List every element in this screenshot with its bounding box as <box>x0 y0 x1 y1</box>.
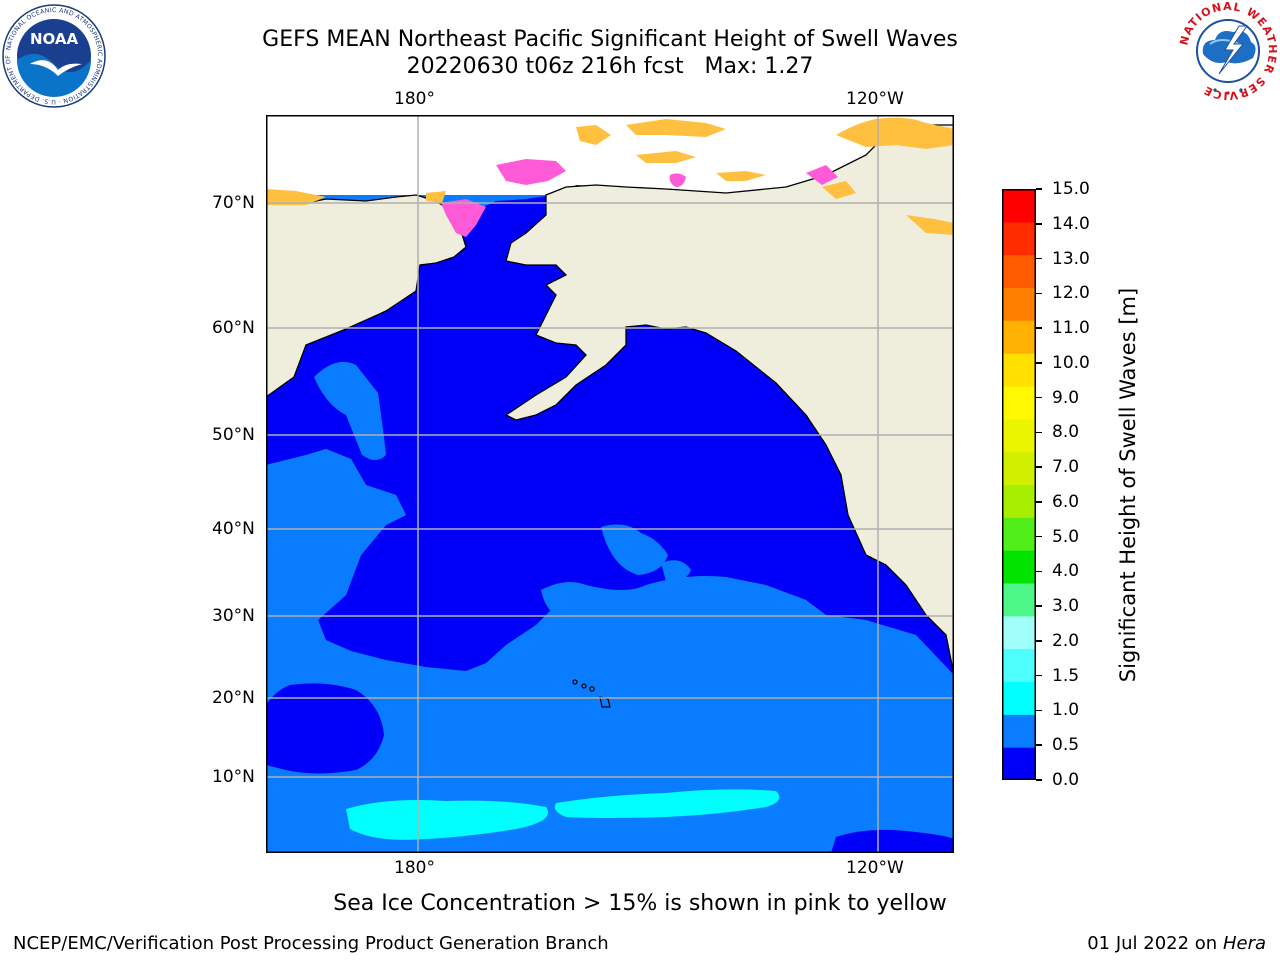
colorbar-segment <box>1002 353 1036 387</box>
colorbar-tick-label: 3.0 <box>1052 596 1080 617</box>
footer-machine: Hera <box>1222 933 1266 954</box>
footer-branch: NCEP/EMC/Verification Post Processing Pr… <box>13 933 609 954</box>
footer-date-text: 01 Jul 2022 on <box>1087 933 1223 954</box>
lon-label-top-120w: 120°W <box>846 89 904 109</box>
lat-label-70n: 70°N <box>212 193 255 213</box>
ocean-swell-00-05-southeast <box>831 829 954 853</box>
colorbar-tick-mark <box>1036 570 1042 573</box>
ocean-swell-05-10-patch-south <box>541 576 813 627</box>
ocean-swell-10-15-band-east <box>554 789 780 818</box>
sea-ice-note: Sea Ice Concentration > 15% is shown in … <box>333 891 947 916</box>
nws-logo: NATIONAL WEATHER SERVICE <box>1177 0 1278 102</box>
colorbar-tick-label: 6.0 <box>1052 491 1080 512</box>
colorbar-segment <box>1002 189 1036 223</box>
lat-label-60n: 60°N <box>212 318 255 338</box>
colorbar-tick-mark <box>1036 744 1042 746</box>
map-frame <box>266 115 954 853</box>
colorbar-segment <box>1002 550 1036 584</box>
colorbar-tick-mark <box>1036 188 1042 190</box>
map-grid <box>266 115 954 853</box>
colorbar-tick-mark <box>1036 605 1042 607</box>
swell-height-map <box>266 115 954 853</box>
colorbar-tick-label: 8.0 <box>1052 422 1080 443</box>
lat-label-20n: 20°N <box>212 688 255 708</box>
colorbar-segment <box>1002 583 1036 617</box>
colorbar-segment <box>1002 648 1036 682</box>
colorbar-tick-label: 5.0 <box>1052 526 1080 547</box>
colorbar-tick-label: 10.0 <box>1052 352 1090 373</box>
colorbar-frame <box>1002 189 1036 780</box>
noaa-logo: NATIONAL OCEANIC AND ATMOSPHERIC ADMINIS… <box>2 4 106 108</box>
colorbar-tick-label: 1.0 <box>1052 700 1080 721</box>
colorbar-segment <box>1002 517 1036 551</box>
ocean-swell-05-10-patch-nw <box>266 449 406 635</box>
colorbar-tick-label: 1.5 <box>1052 665 1080 686</box>
ocean-swell-05-10-patch-mid <box>601 524 668 575</box>
colorbar-tick-mark <box>1036 779 1042 781</box>
colorbar-segment <box>1002 714 1036 748</box>
colorbar-tick-mark <box>1036 223 1042 225</box>
colorbar-tick-mark <box>1036 257 1042 260</box>
colorbar-tick-mark <box>1036 674 1042 677</box>
sea-ice-fringe <box>266 117 954 237</box>
colorbar-tick-label: 4.0 <box>1052 561 1080 582</box>
colorbar-tick-mark <box>1036 535 1042 538</box>
colorbar-label: Significant Height of Swell Waves [m] <box>1116 287 1140 683</box>
colorbar-tick-label: 7.0 <box>1052 457 1080 478</box>
colorbar-tick-mark <box>1036 431 1042 434</box>
footer-date: 01 Jul 2022 on Hera <box>1087 933 1266 954</box>
colorbar-segment <box>1002 451 1036 485</box>
colorbar-tick-label: 11.0 <box>1052 318 1090 339</box>
colorbar-tick-label: 2.0 <box>1052 630 1080 651</box>
map-title: GEFS MEAN Northeast Pacific Significant … <box>262 27 958 52</box>
lon-label-top-180: 180° <box>394 89 435 109</box>
colorbar-tick-mark <box>1036 362 1042 364</box>
colorbar-segment <box>1002 615 1036 650</box>
colorbar-tick-mark <box>1036 501 1042 503</box>
colorbar-segment <box>1002 254 1036 288</box>
colorbar-segment <box>1002 681 1036 715</box>
colorbar-segment <box>1002 287 1036 321</box>
colorbar-segment <box>1002 484 1036 518</box>
colorbar-tick-mark <box>1036 709 1042 712</box>
colorbar-tick-mark <box>1036 466 1042 468</box>
colorbar-segment <box>1002 386 1036 420</box>
colorbar-tick-label: 9.0 <box>1052 387 1080 408</box>
lon-label-bottom-120w: 120°W <box>846 858 904 878</box>
colorbar-tick-label: 15.0 <box>1052 179 1090 199</box>
colorbar-tick-label: 0.5 <box>1052 735 1080 756</box>
colorbar-tick-label: 13.0 <box>1052 248 1090 269</box>
lat-label-30n: 30°N <box>212 606 255 626</box>
colorbar-segment <box>1002 418 1036 453</box>
lat-label-10n: 10°N <box>212 767 255 787</box>
colorbar-tick-label: 14.0 <box>1052 213 1090 234</box>
colorbar <box>1002 189 1036 780</box>
colorbar-segment <box>1002 747 1036 780</box>
ocean-swell-00-05-north <box>266 185 954 675</box>
land-siberia <box>266 194 467 398</box>
colorbar-tick-label: 12.0 <box>1052 283 1090 304</box>
noaa-logo-text: NOAA <box>30 30 79 48</box>
colorbar-tick-mark <box>1036 292 1042 295</box>
map-subtitle: 20220630 t06z 216h fcst Max: 1.27 <box>406 54 814 79</box>
lat-label-50n: 50°N <box>212 425 255 445</box>
colorbar-tick-label: 0.0 <box>1052 770 1080 790</box>
colorbar-tick-mark <box>1036 327 1042 329</box>
ocean-swell-10-15-band-west <box>346 800 548 840</box>
colorbar-segment <box>1002 320 1036 354</box>
colorbar-segment <box>1002 221 1036 256</box>
colorbar-tick-mark <box>1036 396 1042 399</box>
ocean-swell-05-10-patch-mid2 <box>661 560 691 582</box>
ocean-swell-00-05-west <box>266 683 384 774</box>
lon-label-bottom-180: 180° <box>394 858 435 878</box>
lat-label-40n: 40°N <box>212 519 255 539</box>
colorbar-tick-mark <box>1036 640 1042 642</box>
